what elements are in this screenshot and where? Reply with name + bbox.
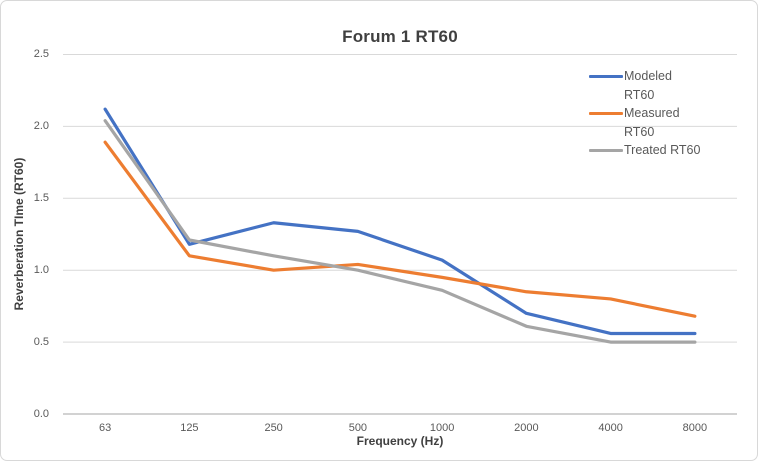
y-tick-label: 1.0 (33, 263, 49, 276)
series-line-measured-rt60 (103, 140, 697, 318)
y-tick-label: 1.5 (33, 191, 49, 204)
y-tick-label: 2.0 (33, 119, 49, 132)
series-line-treated-rt60 (103, 119, 697, 344)
legend-label: Measured RT60 (624, 106, 680, 139)
legend-label: Modeled RT60 (624, 69, 672, 102)
legend-item-treated-rt60: Treated RT60 (589, 141, 739, 160)
x-tick-label: 63 (99, 422, 112, 434)
x-tick-label: 250 (264, 422, 283, 434)
x-tick-label: 2000 (514, 422, 539, 434)
legend-swatch-icon (589, 112, 623, 115)
y-tick-label: 2.5 (33, 48, 49, 60)
legend-swatch-icon (589, 149, 623, 152)
series-line-modeled-rt60 (103, 107, 697, 336)
x-tick-label: 500 (348, 422, 368, 434)
x-tick-label: 4000 (598, 422, 623, 434)
legend-item-modeled-rt60: Modeled RT60 (589, 67, 739, 104)
chart-title: Forum 1 RT60 (342, 27, 458, 46)
y-tick-label: 0.5 (33, 335, 49, 348)
x-tick-label: 1000 (429, 422, 455, 434)
legend-label: Treated RT60 (624, 143, 701, 157)
x-tick-label: 125 (180, 422, 199, 434)
x-axis-title: Frequency (Hz) (356, 434, 444, 448)
y-axis-title: Reverberation TIme (RT60) (12, 157, 26, 311)
legend: Modeled RT60 Measured RT60 Treated RT60 (589, 67, 739, 160)
legend-item-measured-rt60: Measured RT60 (589, 104, 739, 141)
y-tick-label: 0.0 (33, 407, 49, 420)
x-tick-label: 8000 (682, 422, 708, 434)
legend-swatch-icon (589, 75, 623, 78)
